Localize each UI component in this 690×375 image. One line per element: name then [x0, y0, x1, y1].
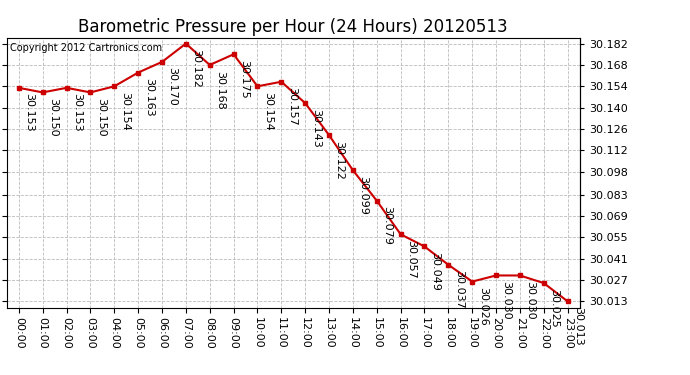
Text: 30.079: 30.079 [382, 206, 393, 245]
Text: 30.143: 30.143 [310, 109, 321, 147]
Text: Copyright 2012 Cartronics.com: Copyright 2012 Cartronics.com [10, 43, 162, 53]
Text: 30.150: 30.150 [48, 98, 58, 136]
Text: 30.153: 30.153 [72, 93, 82, 132]
Text: 30.182: 30.182 [191, 49, 201, 88]
Text: 30.037: 30.037 [454, 270, 464, 309]
Text: 30.030: 30.030 [502, 281, 512, 320]
Text: 30.153: 30.153 [24, 93, 34, 132]
Text: 30.170: 30.170 [168, 68, 177, 106]
Text: 30.175: 30.175 [239, 60, 249, 99]
Text: 30.150: 30.150 [96, 98, 106, 136]
Text: 30.025: 30.025 [549, 289, 560, 327]
Text: 30.030: 30.030 [526, 281, 535, 320]
Text: 30.157: 30.157 [287, 87, 297, 126]
Title: Barometric Pressure per Hour (24 Hours) 20120513: Barometric Pressure per Hour (24 Hours) … [79, 18, 508, 36]
Text: 30.122: 30.122 [335, 141, 344, 180]
Text: 30.013: 30.013 [573, 307, 583, 346]
Text: 30.168: 30.168 [215, 70, 226, 109]
Text: 30.154: 30.154 [263, 92, 273, 130]
Text: 30.049: 30.049 [430, 252, 440, 291]
Text: 30.154: 30.154 [120, 92, 130, 130]
Text: 30.163: 30.163 [144, 78, 154, 117]
Text: 30.099: 30.099 [359, 176, 368, 214]
Text: 30.026: 30.026 [477, 287, 488, 326]
Text: 30.057: 30.057 [406, 240, 416, 279]
